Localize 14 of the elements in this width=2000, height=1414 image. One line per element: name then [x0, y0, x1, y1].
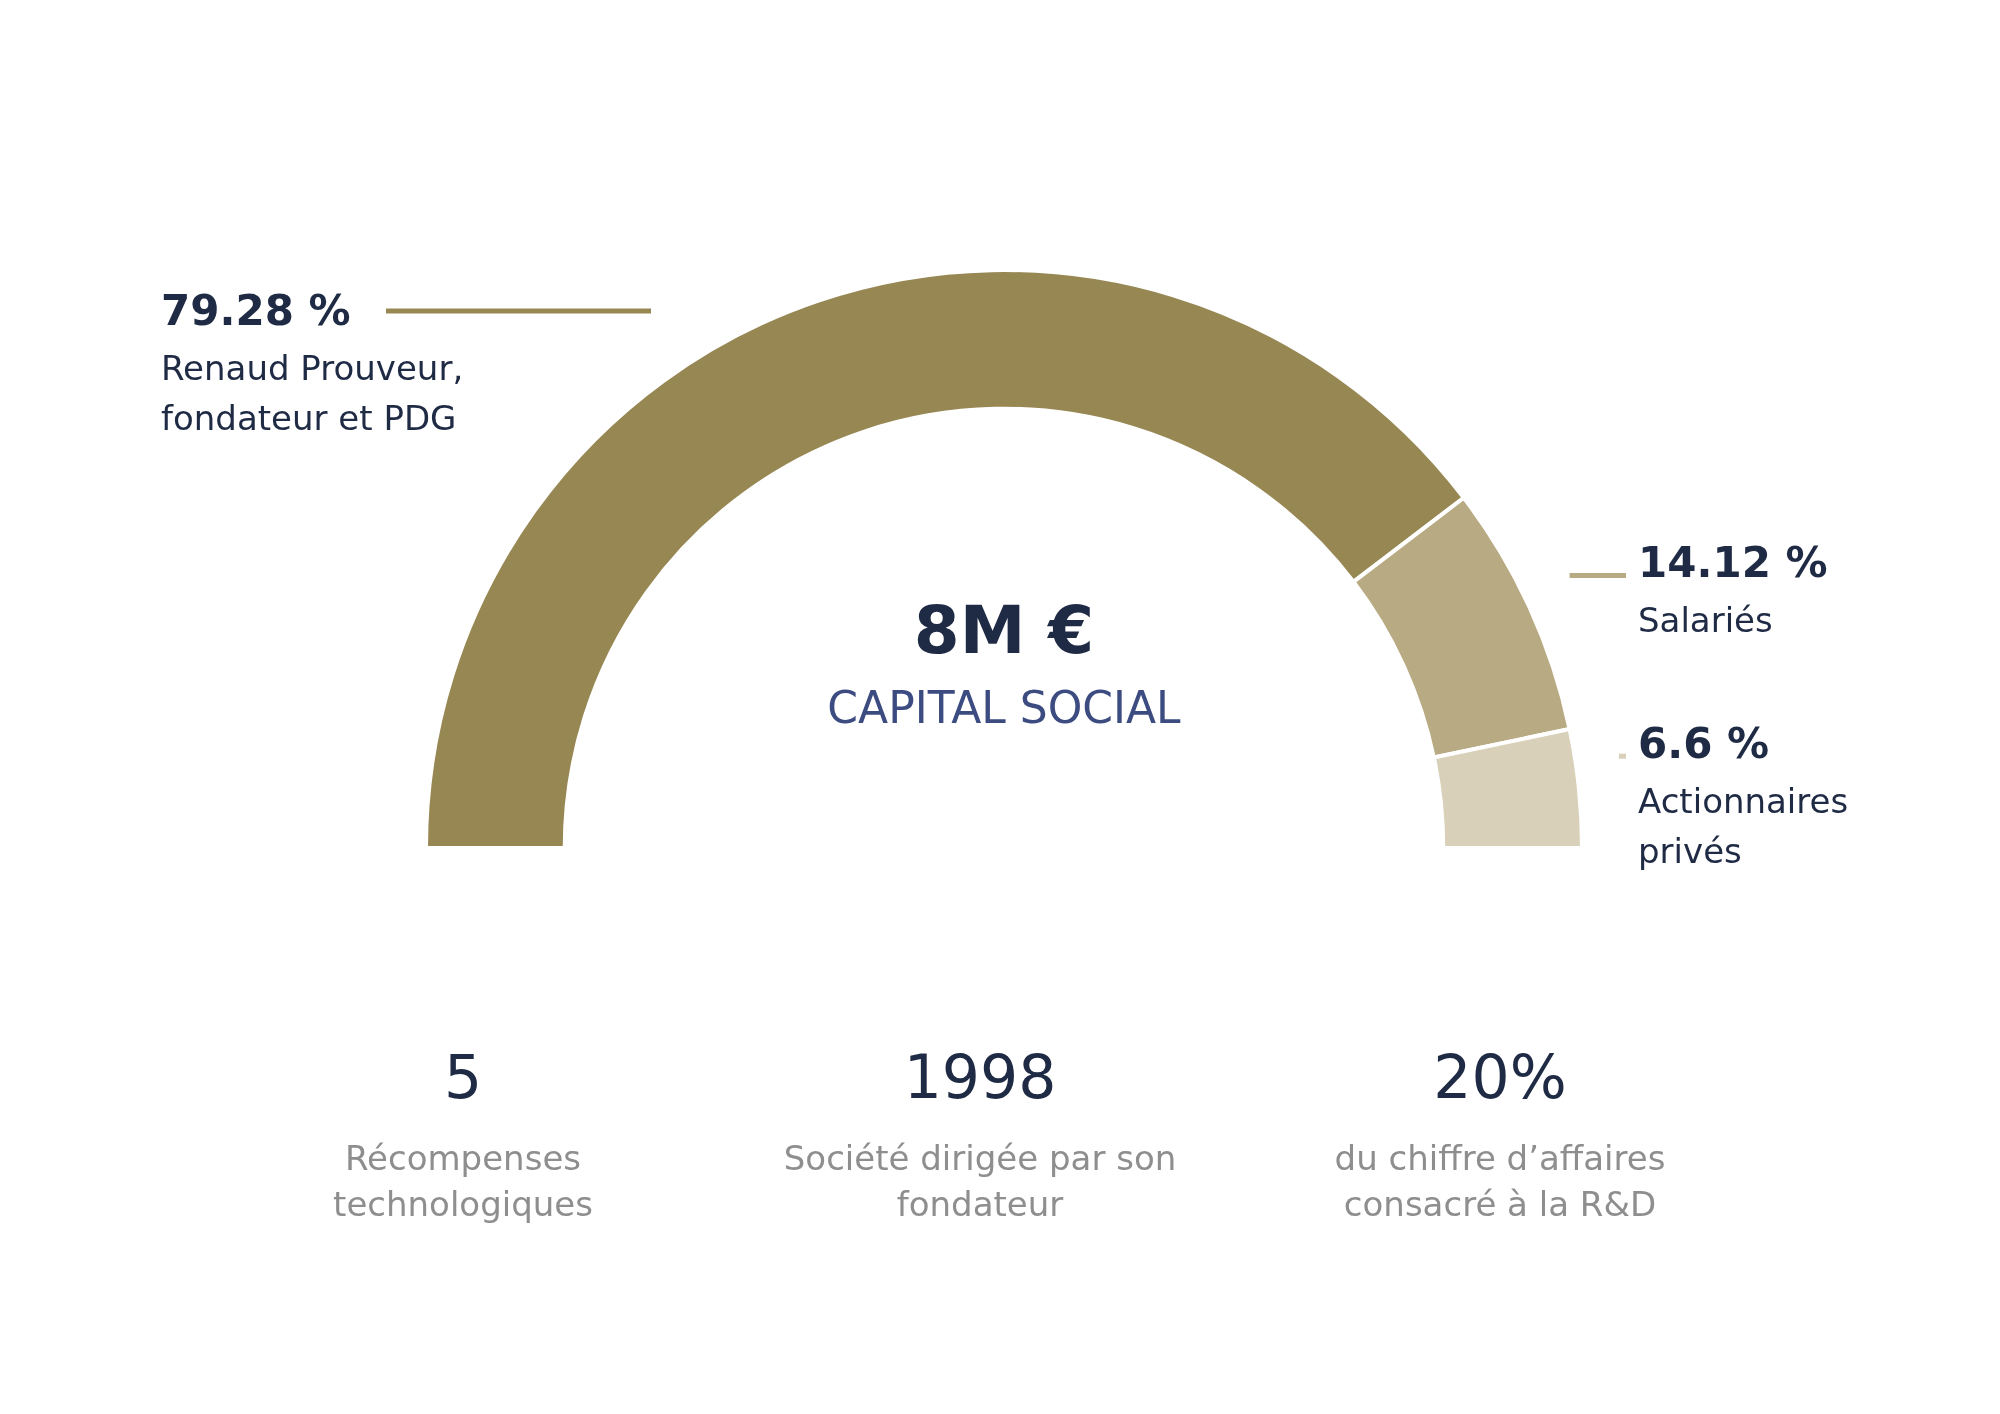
data-label: 79.28 % — [161, 286, 351, 335]
text: Société dirigée par son fondateur — [783, 1138, 1177, 1224]
text: CAPITAL SOCIAL — [827, 682, 1182, 733]
text: du chiffre d’affaires consacré à la R&D — [1334, 1138, 1666, 1224]
data-label: 6.6 % — [1638, 719, 1770, 769]
slice-label: Salariés — [1638, 600, 1773, 641]
text: 5 — [443, 1042, 483, 1112]
data-label: 14.12 % — [1638, 538, 1828, 588]
slice-label: Renaud Prouveur, fondateur et PDG — [161, 348, 464, 438]
text: 8M € — [913, 592, 1095, 669]
text: 20% — [1433, 1042, 1567, 1112]
text: Récompenses technologiques — [333, 1138, 593, 1224]
slice-label: Actionnaires privés — [1638, 781, 1849, 872]
text: 1998 — [903, 1042, 1057, 1112]
